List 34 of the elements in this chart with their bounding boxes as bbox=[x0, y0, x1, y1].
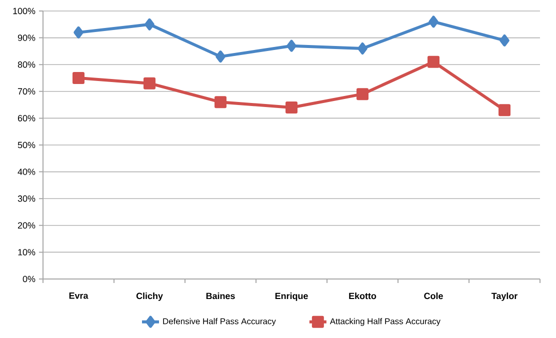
point bbox=[144, 77, 156, 90]
legend-label: Attacking Half Pass Accuracy bbox=[330, 318, 440, 326]
y-tick-label: 60% bbox=[18, 115, 36, 122]
y-tick-label: 20% bbox=[18, 222, 36, 229]
point bbox=[214, 96, 227, 108]
x-tick-label: Baines bbox=[206, 292, 235, 300]
point bbox=[74, 26, 84, 38]
point bbox=[358, 42, 368, 55]
y-tick-label: 30% bbox=[18, 195, 36, 202]
y-tick-label: 10% bbox=[18, 249, 36, 256]
y-tick-label: 70% bbox=[18, 88, 36, 95]
y-tick-label: 90% bbox=[18, 34, 36, 41]
y-tick-label: 80% bbox=[18, 61, 36, 68]
x-tick-label: Clichy bbox=[136, 292, 163, 301]
point bbox=[356, 88, 369, 100]
point bbox=[144, 18, 154, 30]
x-tick-label: Evra bbox=[69, 292, 88, 299]
y-tick-label: 40% bbox=[18, 168, 36, 175]
y-tick-label: 100% bbox=[13, 8, 36, 14]
x-tick-label: Enrique bbox=[275, 292, 308, 301]
legend-label: Defensive Half Pass Accuracy bbox=[163, 318, 276, 326]
y-tick-label: 50% bbox=[18, 142, 36, 148]
point bbox=[428, 16, 438, 28]
point bbox=[72, 72, 84, 84]
point bbox=[498, 104, 511, 116]
x-tick-label: Ekotto bbox=[349, 292, 376, 300]
y-tick-label: 0% bbox=[22, 276, 36, 282]
x-tick-label: Taylor bbox=[491, 292, 518, 301]
x-tick-label: Cole bbox=[424, 292, 443, 300]
point bbox=[216, 50, 226, 63]
point bbox=[428, 56, 440, 68]
point bbox=[286, 40, 296, 52]
point bbox=[286, 101, 298, 114]
point bbox=[500, 34, 510, 46]
